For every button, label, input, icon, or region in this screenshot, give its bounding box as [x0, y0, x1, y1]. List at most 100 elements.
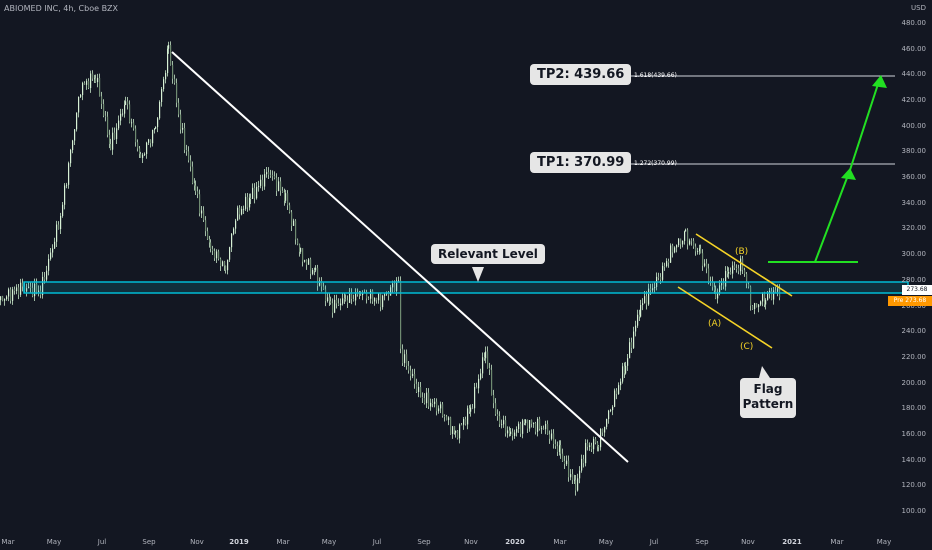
symbol-header[interactable]: ABIOMED INC, 4h, Cboe BZX	[4, 4, 119, 13]
candle-body	[300, 248, 302, 252]
candle-body	[210, 242, 212, 249]
candle-body	[74, 129, 76, 141]
candle-body	[482, 357, 484, 374]
candle-body	[146, 142, 148, 154]
candle-body	[545, 423, 547, 430]
price-tick: 100.00	[901, 507, 927, 515]
candle-body	[572, 474, 574, 481]
candle-body	[480, 373, 482, 379]
wave-a-label: (A)	[708, 319, 722, 329]
descending-trendline[interactable]	[171, 51, 629, 463]
candle-body	[170, 45, 172, 65]
candle-body	[537, 418, 539, 432]
candle-body	[284, 192, 286, 201]
time-tick: Jul	[372, 538, 382, 546]
candle-body	[194, 183, 196, 186]
candle-body	[652, 288, 654, 291]
candle-body	[559, 445, 561, 452]
candle-body	[317, 267, 319, 286]
candle-body	[197, 191, 199, 195]
candle-body	[574, 479, 576, 481]
candle-body	[338, 303, 340, 306]
candle-body	[547, 423, 549, 435]
price-tick: 340.00	[901, 198, 927, 207]
fib-1618-label: 1.618(439.66)	[634, 72, 677, 79]
candle-body	[368, 298, 370, 300]
candle-body	[714, 287, 716, 291]
candle-body	[633, 331, 635, 348]
flag-upper-line[interactable]	[695, 233, 793, 297]
candle-body	[159, 101, 161, 119]
candle-body	[225, 265, 227, 271]
flag-lower-line[interactable]	[677, 286, 773, 349]
candle-body	[639, 314, 641, 317]
candle-body	[212, 248, 214, 251]
candle-body	[764, 293, 766, 305]
candle-body	[666, 261, 668, 267]
candle-body	[216, 251, 218, 259]
time-tick: May	[598, 538, 614, 546]
candle-body	[299, 244, 301, 252]
candle-body	[484, 357, 486, 359]
candle-body	[654, 286, 656, 289]
candle-body	[414, 373, 416, 384]
candle-body	[541, 428, 543, 430]
tp2-callout[interactable]: TP2: 439.66	[530, 64, 632, 85]
candle-body	[293, 220, 295, 226]
candle-body	[777, 288, 779, 292]
candle-body	[725, 271, 727, 287]
price-tick: 400.00	[901, 121, 927, 130]
candle-body	[524, 420, 526, 424]
candle-body	[243, 208, 245, 210]
candle-body	[566, 460, 568, 465]
candle-body	[362, 293, 364, 295]
candle-body	[708, 268, 710, 282]
tp1-callout[interactable]: TP1: 370.99	[530, 152, 632, 173]
candle-body	[140, 154, 142, 158]
candle-body	[687, 229, 689, 245]
candle-body	[514, 432, 516, 436]
relevant-level-zone[interactable]	[23, 281, 909, 294]
candle-body	[125, 101, 127, 105]
candle-body	[555, 443, 557, 447]
candle-body	[518, 423, 520, 430]
candle-body	[201, 210, 203, 214]
candle-body	[2, 296, 4, 301]
candle-body	[398, 280, 400, 282]
candle-body	[264, 174, 266, 187]
time-tick: Mar	[276, 538, 290, 546]
wave-c-label: (C)	[740, 342, 754, 352]
candle-body	[650, 288, 652, 291]
candle-body	[543, 428, 545, 430]
candle-body	[631, 342, 633, 348]
candle-body	[608, 410, 610, 420]
candle-body	[448, 417, 450, 421]
candle-body	[180, 114, 182, 130]
candle-body	[250, 197, 252, 199]
wave-b-label: (B)	[735, 247, 749, 257]
candle-body	[165, 73, 167, 80]
candle-body	[97, 77, 99, 83]
flag-pattern-callout[interactable]: Flag Pattern	[740, 378, 796, 418]
candlestick-series	[0, 41, 781, 496]
relevant-level-callout[interactable]: Relevant Level	[431, 244, 545, 264]
candle-body	[775, 290, 777, 292]
candle-body	[76, 112, 78, 130]
candle-body	[585, 442, 587, 464]
candle-body	[249, 197, 251, 208]
candle-body	[12, 289, 14, 301]
candle-body	[378, 293, 380, 301]
candle-body	[648, 288, 650, 305]
projection-arrowhead-1	[841, 168, 856, 180]
candle-body	[553, 433, 555, 444]
candle-body	[457, 430, 459, 439]
candle-body	[765, 300, 767, 305]
price-tick: 200.00	[901, 378, 927, 387]
candle-body	[493, 395, 495, 404]
candle-body	[157, 118, 159, 128]
candle-body	[167, 48, 169, 74]
candle-body	[68, 163, 70, 185]
candle-body	[0, 296, 2, 301]
candle-body	[717, 293, 719, 299]
